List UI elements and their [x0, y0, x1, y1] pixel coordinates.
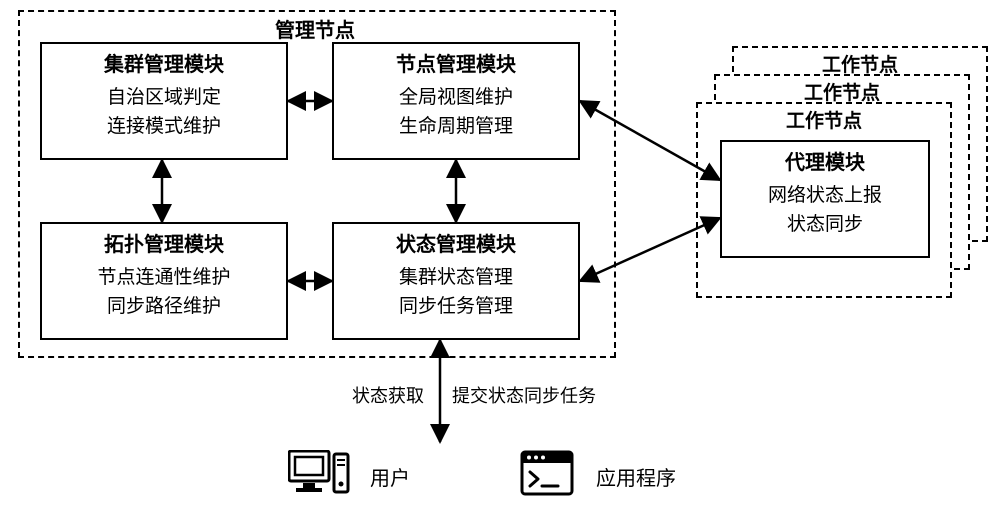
module-line: 同步路径维护: [48, 293, 280, 322]
diagram-canvas: 管理节点 集群管理模块 自治区域判定 连接模式维护 节点管理模块 全局视图维护 …: [0, 0, 1000, 516]
mgmt-node-title: 管理节点: [260, 14, 370, 43]
agent-module: 代理模块 网络状态上报 状态同步: [720, 140, 930, 258]
worker-node-label: 工作节点: [784, 106, 864, 133]
module-title: 代理模块: [728, 150, 922, 176]
module-line: 节点连通性维护: [48, 264, 280, 293]
module-title: 状态管理模块: [340, 232, 572, 258]
terminal-icon: [520, 450, 574, 503]
module-line: 生命周期管理: [340, 113, 572, 142]
node-mgmt-module: 节点管理模块 全局视图维护 生命周期管理: [332, 42, 580, 160]
module-title: 拓扑管理模块: [48, 232, 280, 258]
app-label: 应用程序: [596, 462, 676, 491]
edge-label-right: 提交状态同步任务: [452, 382, 596, 408]
module-line: 集群状态管理: [340, 264, 572, 293]
module-line: 自治区域判定: [48, 84, 280, 113]
edge-label-left: 状态获取: [352, 382, 424, 408]
user-label: 用户: [370, 462, 410, 491]
module-line: 状态同步: [728, 211, 922, 240]
computer-icon: [288, 450, 350, 505]
worker-node-label: 工作节点: [802, 78, 882, 105]
topo-mgmt-module: 拓扑管理模块 节点连通性维护 同步路径维护: [40, 222, 288, 340]
module-line: 全局视图维护: [340, 84, 572, 113]
module-line: 连接模式维护: [48, 113, 280, 142]
state-mgmt-module: 状态管理模块 集群状态管理 同步任务管理: [332, 222, 580, 340]
cluster-mgmt-module: 集群管理模块 自治区域判定 连接模式维护: [40, 42, 288, 160]
module-title: 集群管理模块: [48, 52, 280, 78]
module-line: 同步任务管理: [340, 293, 572, 322]
worker-node-label: 工作节点: [820, 50, 900, 77]
module-line: 网络状态上报: [728, 182, 922, 211]
module-title: 节点管理模块: [340, 52, 572, 78]
